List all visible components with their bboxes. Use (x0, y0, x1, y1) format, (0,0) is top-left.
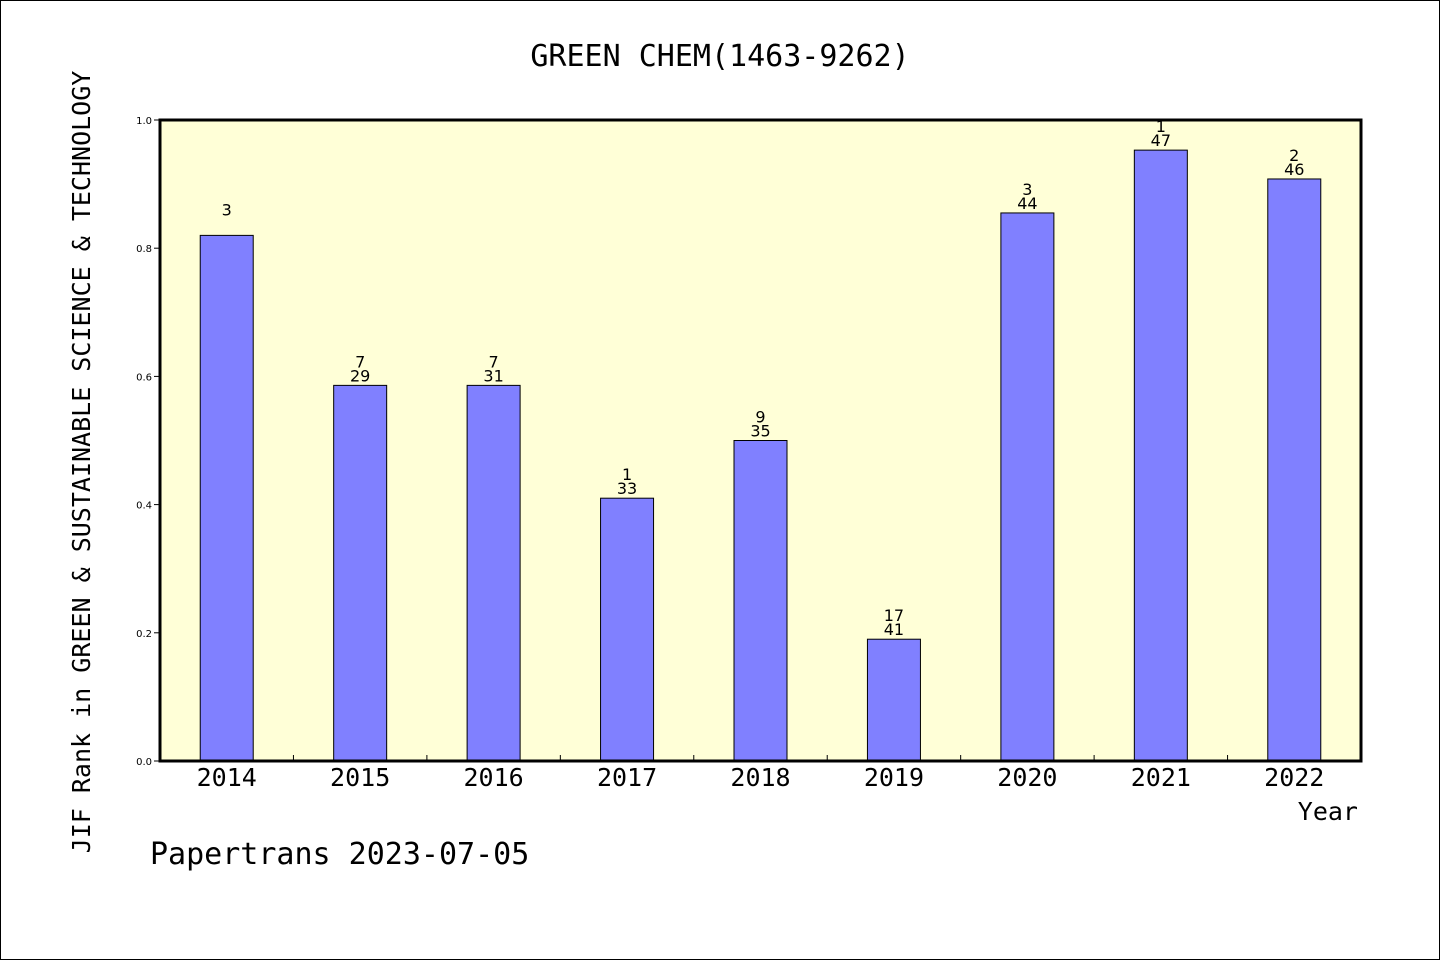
data-label-rank: 1 (1156, 117, 1166, 136)
footer-text: Papertrans 2023-07-05 (150, 837, 529, 872)
bar-2019 (866, 638, 921, 762)
y-tick-label: 0.6 (136, 372, 152, 383)
y-tick-label: 0.0 (136, 757, 152, 768)
data-label-total: 35 (750, 422, 770, 441)
data-label-rank: 3 (222, 200, 232, 219)
data-label-rank: 3 (1022, 180, 1032, 199)
x-tick-label: 2015 (330, 763, 390, 792)
x-axis-label: Year (1298, 797, 1358, 826)
data-label-total: 31 (483, 366, 503, 385)
data-label-total: 29 (350, 366, 370, 385)
data-label-total: 41 (884, 620, 904, 639)
y-tick-label: 0.4 (136, 501, 152, 512)
bar-2015 (333, 384, 388, 762)
bar-2020 (1000, 212, 1055, 762)
x-axis: 2014 2015 2016 2017 2018 2019 2020 2021 2022 (197, 755, 1324, 792)
y-tick-label: 0.8 (136, 244, 152, 255)
x-tick-label: 2017 (597, 763, 657, 792)
data-label-total: 47 (1151, 131, 1171, 150)
data-label-rank: 9 (755, 408, 765, 427)
data-label-rank: 2 (1289, 146, 1299, 165)
y-axis-label: JIF Rank in GREEN & SUSTAINABLE SCIENCE … (67, 71, 96, 854)
plot-frame (158, 118, 1363, 763)
x-tick-label: 2021 (1131, 763, 1191, 792)
data-label-rank: 17 (884, 606, 904, 625)
y-tick-label: 1.0 (136, 116, 152, 127)
x-tick-label: 2019 (864, 763, 924, 792)
data-label-rank: 7 (489, 352, 499, 371)
x-tick-label: 2014 (197, 763, 257, 792)
data-label-rank: 1 (622, 465, 632, 484)
data-label-total: 44 (1017, 194, 1037, 213)
x-tick-label: 2018 (730, 763, 790, 792)
y-tick-label: 0.2 (136, 629, 152, 640)
x-tick-label: 2020 (997, 763, 1057, 792)
bar-2022 (1267, 178, 1322, 762)
bar-2021 (1133, 149, 1188, 762)
data-label-rank: 7 (355, 352, 365, 371)
bar-2014 (199, 234, 254, 762)
x-tick-label: 2016 (464, 763, 524, 792)
bar-2016 (466, 384, 521, 762)
bar-2017 (600, 497, 655, 762)
data-label-total: 33 (617, 479, 637, 498)
bar-group (199, 149, 1322, 762)
chart-title: GREEN CHEM(1463-9262) (530, 39, 909, 74)
x-tick-label: 2022 (1264, 763, 1324, 792)
bar-2018 (733, 440, 788, 762)
data-label-total: 46 (1284, 160, 1304, 179)
